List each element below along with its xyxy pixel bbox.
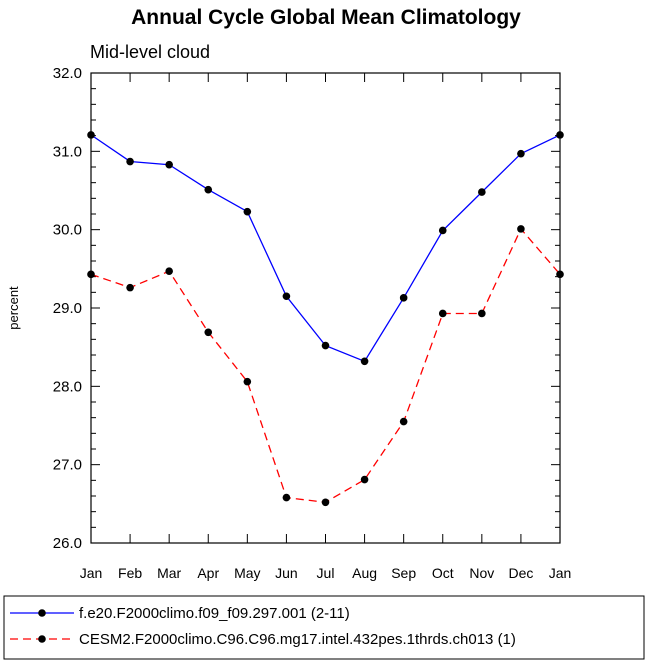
x-tick-label: Jan <box>80 565 103 581</box>
legend-marker-1 <box>38 609 46 617</box>
x-tick-label: Jul <box>317 565 335 581</box>
y-tick-label: 31.0 <box>53 143 82 160</box>
series-1-point <box>556 131 564 139</box>
plot-area: 26.0 27.0 28.0 29.0 30.0 31.0 32.0 Jan Feb Mar Apr… <box>53 65 571 581</box>
series-1-point <box>87 131 95 139</box>
series-line-1 <box>90 134 561 363</box>
series-2-point <box>243 377 252 386</box>
y-tick-label: 28.0 <box>53 378 82 395</box>
legend: f.e20.F2000climo.f09_f09.297.001 (2-11) C… <box>3 595 645 660</box>
series-1-point <box>126 157 134 166</box>
x-tick-label: Nov <box>469 565 494 581</box>
series-2-point <box>399 417 408 426</box>
series-2-point <box>126 283 134 292</box>
series-2-point <box>165 267 173 275</box>
series-2-point <box>321 498 330 507</box>
series-2-point <box>360 475 369 484</box>
series-1-point <box>243 207 252 216</box>
x-tick-label: Feb <box>118 565 142 581</box>
legend-box <box>3 595 645 660</box>
legend-label-1: f.e20.F2000climo.f09_f09.297.001 (2-11) <box>79 605 350 622</box>
y-tick-label: 27.0 <box>53 457 82 474</box>
plot-frame <box>90 72 561 544</box>
series-2-point <box>556 270 564 279</box>
series-1-point <box>282 292 291 301</box>
y-axis-label: percent <box>6 286 21 330</box>
y-tick-label: 29.0 <box>53 300 82 317</box>
x-tick-label: Dec <box>508 565 533 581</box>
series-1-point <box>204 185 213 194</box>
series-2-point <box>204 328 213 337</box>
x-tick-label: Aug <box>352 565 377 581</box>
y-tick-label: 32.0 <box>53 65 82 82</box>
series-1-point <box>321 341 330 350</box>
series-2-point <box>438 309 447 318</box>
series-line-2 <box>90 227 561 503</box>
series-2-point <box>517 225 525 233</box>
x-tick-label: Mar <box>157 565 181 581</box>
series-1-point <box>438 226 447 235</box>
series-2-point <box>478 309 486 318</box>
x-tick-label: Oct <box>432 565 454 581</box>
legend-marker-2 <box>38 635 46 643</box>
legend-label-2: CESM2.F2000climo.C96.C96.mg17.intel.432p… <box>79 631 516 648</box>
series-2-point <box>87 270 95 279</box>
series-2-point <box>282 493 291 502</box>
x-tick-label: Jan <box>549 565 572 581</box>
series-1-point <box>517 149 525 158</box>
y-tick-label: 26.0 <box>53 535 82 552</box>
series-1-point <box>478 188 486 196</box>
series-1-point <box>399 294 408 302</box>
x-tick-label: Apr <box>197 565 219 581</box>
chart-title: Annual Cycle Global Mean Climatology <box>131 6 521 29</box>
chart-subtitle: Mid-level cloud <box>90 42 210 62</box>
x-tick-label: May <box>234 565 260 581</box>
series-1-point <box>360 357 369 366</box>
series-1-point <box>165 160 173 169</box>
x-tick-label: Sep <box>391 565 416 581</box>
x-tick-label: Jun <box>275 565 298 581</box>
y-tick-label: 30.0 <box>53 222 82 239</box>
